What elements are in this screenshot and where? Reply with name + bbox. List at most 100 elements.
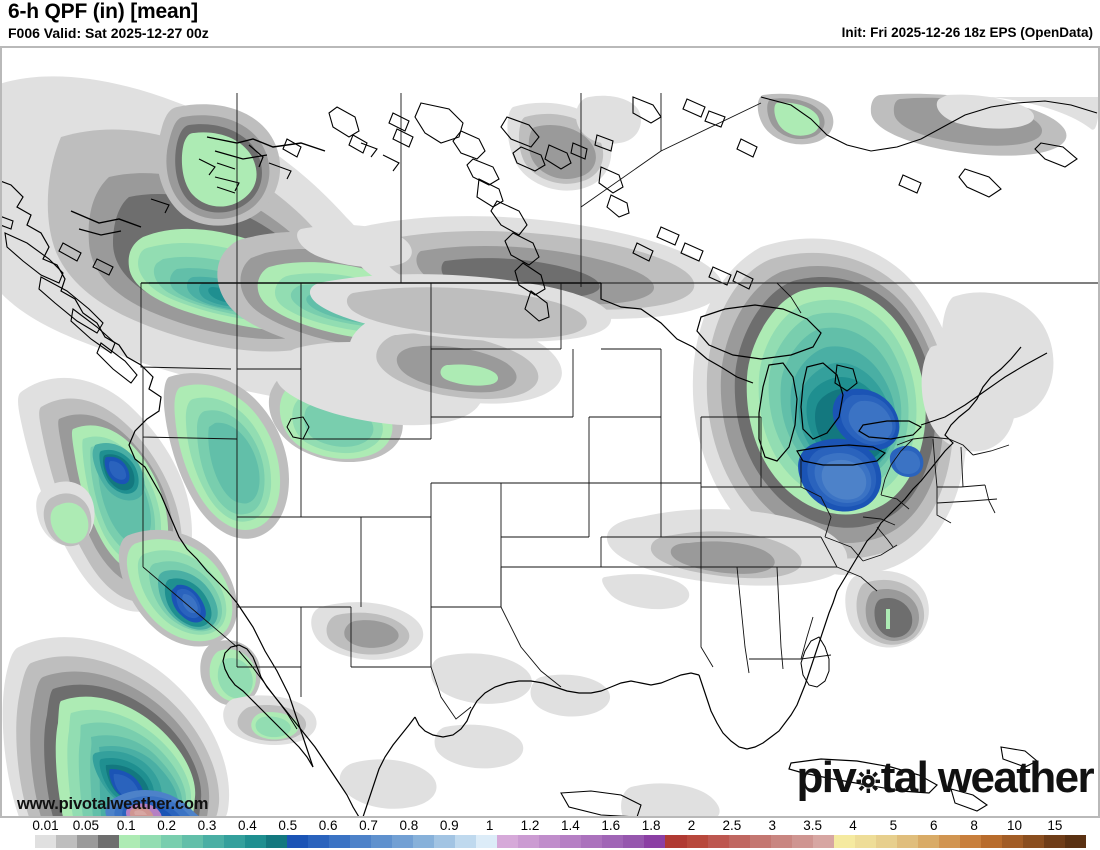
map-header: 6-h QPF (in) [mean] F006 Valid: Sat 2025… bbox=[0, 0, 1100, 46]
colorbar-tick: 0.9 bbox=[439, 818, 459, 833]
colorbar-swatch[interactable] bbox=[182, 835, 204, 848]
colorbar[interactable]: 0.01 0.05 0.1 0.2 0.3 0.4 0.5 0.6 0.7 0.8 0.9 1 1.2 1… bbox=[0, 818, 1100, 850]
colorbar-swatch[interactable] bbox=[140, 835, 162, 848]
qpf-blob-baja-pacific bbox=[2, 637, 230, 817]
colorbar-swatch[interactable] bbox=[518, 835, 540, 848]
colorbar-swatch[interactable] bbox=[77, 835, 99, 848]
colorbar-tick: 10 bbox=[1007, 818, 1023, 833]
colorbar-swatch[interactable] bbox=[938, 835, 960, 848]
colorbar-swatch[interactable] bbox=[623, 835, 645, 848]
colorbar-swatch[interactable] bbox=[1064, 835, 1086, 848]
colorbar-tick: 0.01 bbox=[32, 818, 59, 833]
colorbar-tick: 0.3 bbox=[197, 818, 217, 833]
colorbar-swatch[interactable] bbox=[203, 835, 225, 848]
colorbar-swatch[interactable] bbox=[245, 835, 267, 848]
colorbar-tick: 0.2 bbox=[157, 818, 176, 833]
colorbar-swatches[interactable] bbox=[14, 835, 1086, 848]
colorbar-swatch[interactable] bbox=[455, 835, 477, 848]
colorbar-swatch[interactable] bbox=[413, 835, 435, 848]
colorbar-swatch[interactable] bbox=[350, 835, 372, 848]
colorbar-tick: 3 bbox=[768, 818, 777, 833]
colorbar-swatch[interactable] bbox=[329, 835, 351, 848]
colorbar-tick: 5 bbox=[889, 818, 898, 833]
qpf-blob-prairies bbox=[297, 216, 723, 342]
colorbar-swatch[interactable] bbox=[959, 835, 981, 848]
colorbar-tick: 3.5 bbox=[803, 818, 823, 833]
colorbar-swatch[interactable] bbox=[371, 835, 393, 848]
colorbar-tick: 0.4 bbox=[237, 818, 257, 833]
qpf-blob-sierra bbox=[163, 373, 289, 539]
colorbar-swatch[interactable] bbox=[833, 835, 855, 848]
colorbar-tick: 6 bbox=[930, 818, 938, 833]
colorbar-swatch[interactable] bbox=[56, 835, 78, 848]
watermark-url: www.pivotalweather.com bbox=[17, 795, 209, 813]
brand-text-pre: piv bbox=[796, 753, 856, 802]
colorbar-swatch[interactable] bbox=[791, 835, 813, 848]
colorbar-tick: 0.05 bbox=[72, 818, 99, 833]
colorbar-swatch[interactable] bbox=[665, 835, 687, 848]
colorbar-tick: 0.6 bbox=[318, 818, 338, 833]
colorbar-swatch[interactable] bbox=[14, 835, 36, 848]
colorbar-swatch[interactable] bbox=[1043, 835, 1065, 848]
colorbar-swatch[interactable] bbox=[539, 835, 561, 848]
colorbar-swatch[interactable] bbox=[728, 835, 750, 848]
colorbar-swatch[interactable] bbox=[581, 835, 603, 848]
geography-layer bbox=[1, 47, 1099, 817]
colorbar-swatch[interactable] bbox=[812, 835, 834, 848]
colorbar-swatch[interactable] bbox=[308, 835, 330, 848]
colorbar-tick: 1.6 bbox=[601, 818, 621, 833]
colorbar-swatch[interactable] bbox=[875, 835, 897, 848]
colorbar-tick: 15 bbox=[1047, 818, 1063, 833]
colorbar-swatch[interactable] bbox=[497, 835, 519, 848]
colorbar-tick-labels: 0.01 0.05 0.1 0.2 0.3 0.4 0.5 0.6 0.7 0.8 0.9 1 1.2 1… bbox=[0, 818, 1100, 834]
colorbar-swatch[interactable] bbox=[917, 835, 939, 848]
colorbar-tick: 0.8 bbox=[399, 818, 419, 833]
qpf-blob-bc-interior bbox=[157, 104, 281, 226]
colorbar-tick: 2.5 bbox=[722, 818, 742, 833]
colorbar-swatch[interactable] bbox=[644, 835, 666, 848]
colorbar-swatch[interactable] bbox=[1022, 835, 1044, 848]
colorbar-swatch[interactable] bbox=[854, 835, 876, 848]
watermark-brand: piv tal weather bbox=[796, 753, 1095, 803]
colorbar-swatch[interactable] bbox=[560, 835, 582, 848]
colorbar-tick: 4 bbox=[849, 818, 857, 833]
colorbar-tick: 1.8 bbox=[641, 818, 661, 833]
colorbar-tick: 8 bbox=[970, 818, 978, 833]
qpf-spots-west bbox=[36, 481, 261, 706]
colorbar-swatch[interactable] bbox=[707, 835, 729, 848]
colorbar-swatch[interactable] bbox=[161, 835, 183, 848]
colorbar-swatch[interactable] bbox=[35, 835, 57, 848]
brand-text-post: tal weather bbox=[880, 753, 1095, 802]
colorbar-swatch[interactable] bbox=[896, 835, 918, 848]
colorbar-swatch[interactable] bbox=[476, 835, 498, 848]
init-time-label: Init: Fri 2025-12-26 18z EPS (OpenData) bbox=[841, 25, 1093, 40]
colorbar-swatch[interactable] bbox=[1001, 835, 1023, 848]
gear-sun-icon bbox=[856, 754, 881, 793]
colorbar-swatch[interactable] bbox=[980, 835, 1002, 848]
colorbar-swatch[interactable] bbox=[266, 835, 288, 848]
colorbar-tick: 0.7 bbox=[359, 818, 378, 833]
colorbar-swatch[interactable] bbox=[770, 835, 792, 848]
page-title: 6-h QPF (in) [mean] bbox=[8, 0, 198, 23]
colorbar-swatch[interactable] bbox=[434, 835, 456, 848]
valid-time-label: F006 Valid: Sat 2025-12-27 00z bbox=[8, 25, 209, 41]
colorbar-tick: 2 bbox=[687, 818, 696, 833]
colorbar-tick: 0.1 bbox=[116, 818, 136, 833]
colorbar-tick: 1.4 bbox=[560, 818, 580, 833]
qpf-shading-layer bbox=[1, 47, 1099, 817]
colorbar-swatch[interactable] bbox=[392, 835, 414, 848]
qpf-patches-misc bbox=[223, 95, 720, 817]
colorbar-swatch[interactable] bbox=[287, 835, 309, 848]
qpf-map-svg bbox=[1, 47, 1099, 817]
map-canvas[interactable]: www.pivotalweather.com piv tal weather bbox=[0, 46, 1100, 818]
colorbar-swatch[interactable] bbox=[749, 835, 771, 848]
colorbar-tick: 1.2 bbox=[520, 818, 540, 833]
colorbar-tick: 0.5 bbox=[278, 818, 298, 833]
colorbar-swatch[interactable] bbox=[602, 835, 624, 848]
colorbar-swatch[interactable] bbox=[98, 835, 120, 848]
colorbar-swatch[interactable] bbox=[686, 835, 708, 848]
colorbar-swatch[interactable] bbox=[224, 835, 246, 848]
qpf-blob-northeast bbox=[692, 93, 1099, 576]
colorbar-swatch[interactable] bbox=[119, 835, 141, 848]
